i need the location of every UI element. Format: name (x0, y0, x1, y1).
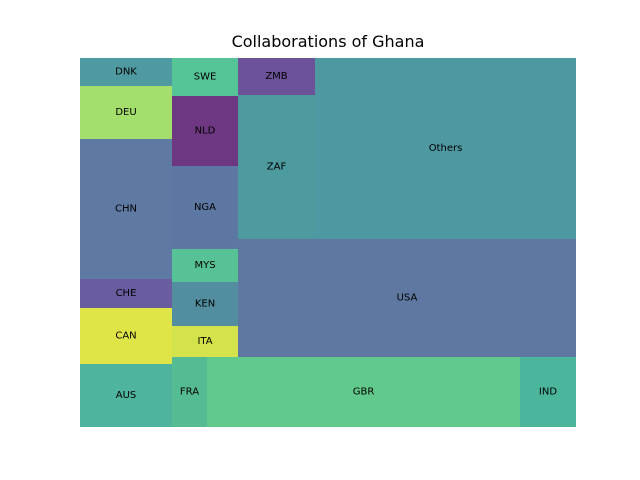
treemap-cell-others (315, 58, 576, 239)
treemap-cell-can (80, 308, 172, 364)
treemap-cell-fra (172, 357, 207, 427)
treemap-label-nld: NLD (195, 126, 216, 137)
treemap-cell-usa (238, 239, 576, 357)
treemap-label-ken: KEN (195, 299, 215, 310)
treemap-cell-gbr (207, 357, 520, 427)
treemap-label-others: Others (429, 143, 463, 154)
treemap-label-zaf: ZAF (267, 162, 287, 173)
treemap-cell-deu (80, 86, 172, 139)
treemap-cell-ind (520, 357, 576, 427)
treemap-label-can: CAN (115, 331, 136, 342)
treemap-cell-aus (80, 364, 172, 427)
treemap-label-nga: NGA (194, 202, 216, 213)
treemap-cell-nga (172, 166, 238, 249)
treemap-cell-ken (172, 282, 238, 326)
treemap-label-che: CHE (116, 288, 137, 299)
chart-title: Collaborations of Ghana (231, 32, 425, 51)
treemap-label-dnk: DNK (115, 67, 137, 78)
treemap-cell-ita (172, 326, 238, 357)
treemap-label-gbr: GBR (353, 387, 375, 398)
treemap-label-usa: USA (397, 293, 418, 304)
treemap-cell-chn (80, 139, 172, 279)
treemap-cell-dnk (80, 58, 172, 86)
treemap-label-ita: ITA (197, 336, 212, 347)
treemap-label-chn: CHN (115, 204, 137, 215)
treemap-cell-zmb (238, 58, 315, 95)
treemap-cell-nld (172, 96, 238, 166)
treemap-cell-swe (172, 58, 238, 96)
treemap-cell-che (80, 279, 172, 308)
treemap-cell-mys (172, 249, 238, 282)
treemap-label-swe: SWE (194, 72, 217, 83)
treemap-label-ind: IND (539, 387, 557, 398)
treemap-label-aus: AUS (116, 390, 137, 401)
treemap-label-mys: MYS (194, 260, 215, 271)
treemap-label-fra: FRA (180, 387, 199, 398)
treemap-label-zmb: ZMB (265, 71, 287, 82)
treemap-label-deu: DEU (115, 107, 136, 118)
treemap-cell-zaf (238, 95, 315, 239)
